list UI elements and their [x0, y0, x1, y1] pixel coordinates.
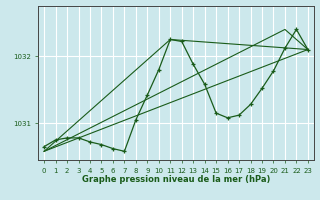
X-axis label: Graphe pression niveau de la mer (hPa): Graphe pression niveau de la mer (hPa) — [82, 175, 270, 184]
